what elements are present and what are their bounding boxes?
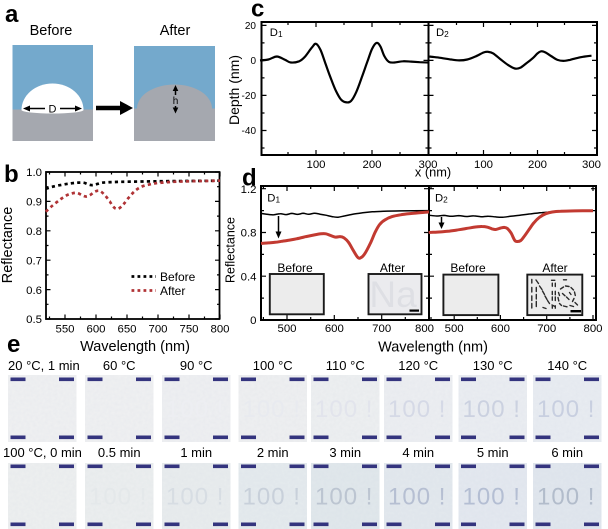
svg-text:20 °C, 1 min: 20 °C, 1 min: [8, 358, 80, 373]
svg-text:1 min: 1 min: [180, 445, 212, 460]
svg-text:1.0: 1.0: [26, 167, 42, 179]
svg-text:600: 600: [491, 323, 510, 335]
svg-text:100 !: 100 !: [315, 484, 373, 511]
svg-text:100 !: 100 !: [315, 396, 373, 423]
svg-text:d: d: [242, 165, 257, 192]
svg-text:300: 300: [582, 159, 601, 171]
svg-text:110 °C: 110 °C: [326, 358, 365, 373]
svg-text:600: 600: [86, 324, 105, 336]
svg-text:100 !: 100 !: [463, 484, 521, 511]
svg-text:300: 300: [418, 159, 437, 171]
svg-text:800: 800: [415, 323, 434, 335]
svg-text:Wavelength (nm): Wavelength (nm): [378, 340, 488, 356]
svg-text:700: 700: [148, 324, 167, 336]
svg-text:x (nm): x (nm): [415, 164, 451, 179]
svg-text:200: 200: [362, 159, 381, 171]
svg-text:3 min: 3 min: [329, 445, 361, 460]
svg-text:2 min: 2 min: [257, 445, 289, 460]
svg-text:b: b: [4, 161, 19, 188]
svg-text:90 °C: 90 °C: [180, 358, 213, 373]
svg-text:Before: Before: [160, 270, 196, 284]
svg-text:100 °C: 100 °C: [253, 358, 293, 373]
svg-text:100 !: 100 !: [166, 396, 224, 423]
svg-text:0.8: 0.8: [241, 228, 257, 240]
svg-text:D2: D2: [436, 27, 449, 39]
svg-text:After: After: [160, 23, 191, 39]
svg-text:600: 600: [325, 323, 344, 335]
svg-text:100 !: 100 !: [463, 396, 521, 423]
svg-text:After: After: [380, 261, 405, 275]
svg-text:750: 750: [179, 324, 198, 336]
svg-text:130 °C: 130 °C: [473, 358, 513, 373]
svg-text:500: 500: [445, 323, 464, 335]
svg-text:4 min: 4 min: [402, 445, 434, 460]
svg-text:a: a: [5, 1, 19, 28]
svg-text:Na: Na: [369, 274, 417, 315]
svg-text:D: D: [49, 104, 57, 116]
svg-text:800: 800: [210, 324, 229, 336]
svg-text:After: After: [542, 261, 567, 275]
svg-text:700: 700: [372, 323, 391, 335]
svg-text:D1: D1: [267, 192, 280, 204]
svg-text:100 °C, 0 min: 100 °C, 0 min: [3, 445, 82, 460]
svg-text:0.4: 0.4: [241, 271, 257, 283]
svg-text:0.7: 0.7: [26, 255, 42, 267]
svg-text:650: 650: [117, 324, 136, 336]
svg-text:Reflectance: Reflectance: [224, 217, 238, 283]
svg-text:5 min: 5 min: [477, 445, 509, 460]
svg-text:6 min: 6 min: [551, 445, 583, 460]
svg-text:200: 200: [528, 159, 547, 171]
svg-text:20: 20: [245, 21, 257, 32]
svg-text:140 °C: 140 °C: [547, 358, 587, 373]
svg-text:100 !: 100 !: [388, 396, 446, 423]
svg-text:-20: -20: [242, 91, 257, 102]
svg-text:Depth (nm): Depth (nm): [226, 55, 242, 125]
svg-text:120 °C: 120 °C: [398, 358, 438, 373]
svg-text:100 !: 100 !: [388, 484, 446, 511]
svg-text:500: 500: [278, 323, 297, 335]
svg-text:0.5 min: 0.5 min: [98, 445, 141, 460]
svg-text:550: 550: [55, 324, 74, 336]
svg-text:60 °C: 60 °C: [103, 358, 136, 373]
svg-text:h: h: [173, 96, 179, 107]
svg-text:100 !: 100 !: [243, 484, 301, 511]
svg-text:-40: -40: [242, 126, 257, 137]
svg-text:Before: Before: [30, 23, 73, 39]
svg-text:D1: D1: [270, 27, 283, 39]
svg-text:100 !: 100 !: [537, 396, 595, 423]
svg-text:100 !: 100 !: [89, 484, 147, 511]
svg-text:Before: Before: [277, 261, 313, 275]
svg-text:After: After: [160, 284, 185, 298]
svg-text:100 !: 100 !: [537, 484, 595, 511]
svg-text:Reflectance: Reflectance: [0, 207, 16, 284]
svg-text:0.8: 0.8: [26, 226, 42, 238]
svg-text:0.9: 0.9: [26, 197, 42, 209]
svg-text:800: 800: [583, 323, 602, 335]
svg-text:0.6: 0.6: [26, 285, 42, 297]
svg-text:c: c: [251, 0, 264, 23]
svg-text:0.5: 0.5: [26, 314, 42, 326]
svg-text:0: 0: [250, 56, 256, 67]
svg-text:700: 700: [537, 323, 556, 335]
svg-text:100 !: 100 !: [243, 396, 301, 423]
svg-text:e: e: [7, 331, 20, 358]
svg-text:100: 100: [474, 159, 493, 171]
svg-text:100: 100: [306, 159, 325, 171]
svg-text:Before: Before: [450, 261, 486, 275]
svg-text:0: 0: [250, 315, 256, 327]
svg-text:Wavelength (nm): Wavelength (nm): [80, 339, 190, 355]
svg-text:1.2: 1.2: [241, 184, 257, 196]
svg-text:100 !: 100 !: [166, 484, 224, 511]
svg-text:D2: D2: [435, 192, 448, 204]
